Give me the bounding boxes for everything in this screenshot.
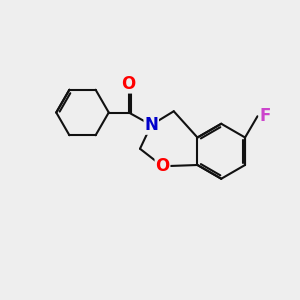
Text: O: O	[155, 157, 170, 175]
Text: F: F	[259, 107, 271, 125]
Text: N: N	[144, 116, 158, 134]
Text: O: O	[122, 75, 136, 93]
